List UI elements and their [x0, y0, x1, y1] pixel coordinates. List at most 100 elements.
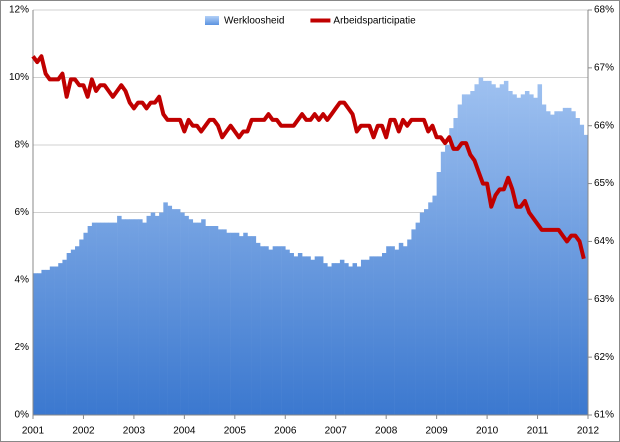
bar [293, 256, 299, 415]
y2-tick-label: 67% [594, 62, 614, 73]
x-tick-label: 2006 [274, 426, 297, 437]
bar [138, 219, 143, 415]
bar [108, 222, 114, 415]
bar [428, 202, 433, 415]
bar [415, 222, 421, 415]
bar [218, 229, 223, 415]
bar [566, 107, 572, 415]
bar [583, 134, 589, 415]
bar [33, 273, 38, 415]
bar [461, 94, 467, 415]
bar [344, 263, 349, 415]
bar [558, 111, 564, 415]
bar [524, 91, 530, 415]
bar [381, 253, 387, 415]
bar [394, 249, 400, 415]
bar [365, 259, 370, 415]
x-tick-label: 2002 [72, 426, 95, 437]
bar [297, 253, 303, 415]
bar [306, 256, 311, 415]
bar [445, 145, 450, 415]
bar [327, 266, 332, 415]
x-tick-label: 2008 [375, 426, 398, 437]
y2-tick-label: 64% [594, 236, 614, 247]
bar [180, 212, 185, 415]
bar [335, 263, 341, 415]
bar [276, 246, 282, 415]
bar [167, 205, 173, 415]
bar [129, 219, 135, 415]
bar [184, 215, 189, 415]
bar [133, 219, 139, 415]
y2-tick-label: 61% [594, 410, 614, 421]
bar [499, 84, 505, 415]
bar [487, 80, 492, 415]
bar [495, 87, 501, 415]
bar [222, 229, 227, 415]
bar [550, 114, 555, 415]
bar [314, 256, 320, 415]
bar [62, 259, 67, 415]
bar [310, 259, 316, 415]
bar [529, 94, 534, 415]
line [31, 54, 586, 260]
bar [453, 118, 458, 415]
y-tick-label: 8% [15, 140, 30, 151]
x-tick-label: 2007 [325, 426, 348, 437]
bar [432, 195, 437, 415]
bar [478, 77, 484, 415]
legend-label: Arbeidsparticipatie [333, 16, 416, 27]
bar [369, 256, 374, 415]
bar [154, 215, 160, 415]
bar [503, 80, 509, 415]
bar [289, 253, 294, 415]
bar [398, 242, 404, 415]
bar [142, 222, 147, 415]
bar [79, 239, 84, 415]
bar [373, 256, 379, 415]
bar [491, 84, 496, 415]
x-tick-label: 2011 [527, 426, 549, 437]
bar [58, 263, 63, 415]
bar [209, 226, 215, 415]
bar [163, 202, 168, 415]
bar [449, 128, 454, 415]
bar [474, 84, 479, 415]
bar [264, 246, 269, 415]
bar [348, 266, 353, 415]
bar [533, 97, 538, 415]
bar [41, 269, 46, 415]
bar [91, 222, 97, 415]
bar [150, 212, 156, 415]
bar [331, 263, 337, 415]
x-tick-label: 2003 [123, 426, 146, 437]
bar [239, 236, 244, 415]
y-tick-label: 0% [15, 410, 30, 421]
bar [579, 124, 585, 415]
bar [125, 219, 130, 415]
bar [96, 222, 101, 415]
y2-tick-label: 63% [594, 294, 614, 305]
bar [70, 249, 76, 415]
y-tick-label: 10% [9, 72, 29, 83]
bar [121, 219, 126, 415]
bar [117, 215, 122, 415]
x-tick-label: 2012 [577, 426, 600, 437]
y-tick-label: 2% [15, 342, 30, 353]
bar [457, 104, 463, 415]
bar [352, 263, 358, 415]
bar [562, 107, 568, 415]
x-tick-label: 2004 [173, 426, 196, 437]
bar [251, 236, 257, 415]
bar [482, 80, 488, 415]
bar [424, 209, 429, 415]
bar [512, 94, 517, 415]
bar [268, 249, 273, 415]
bar [192, 222, 198, 415]
bar [100, 222, 105, 415]
bar [49, 266, 55, 415]
bar [323, 263, 328, 415]
bar [45, 269, 51, 415]
